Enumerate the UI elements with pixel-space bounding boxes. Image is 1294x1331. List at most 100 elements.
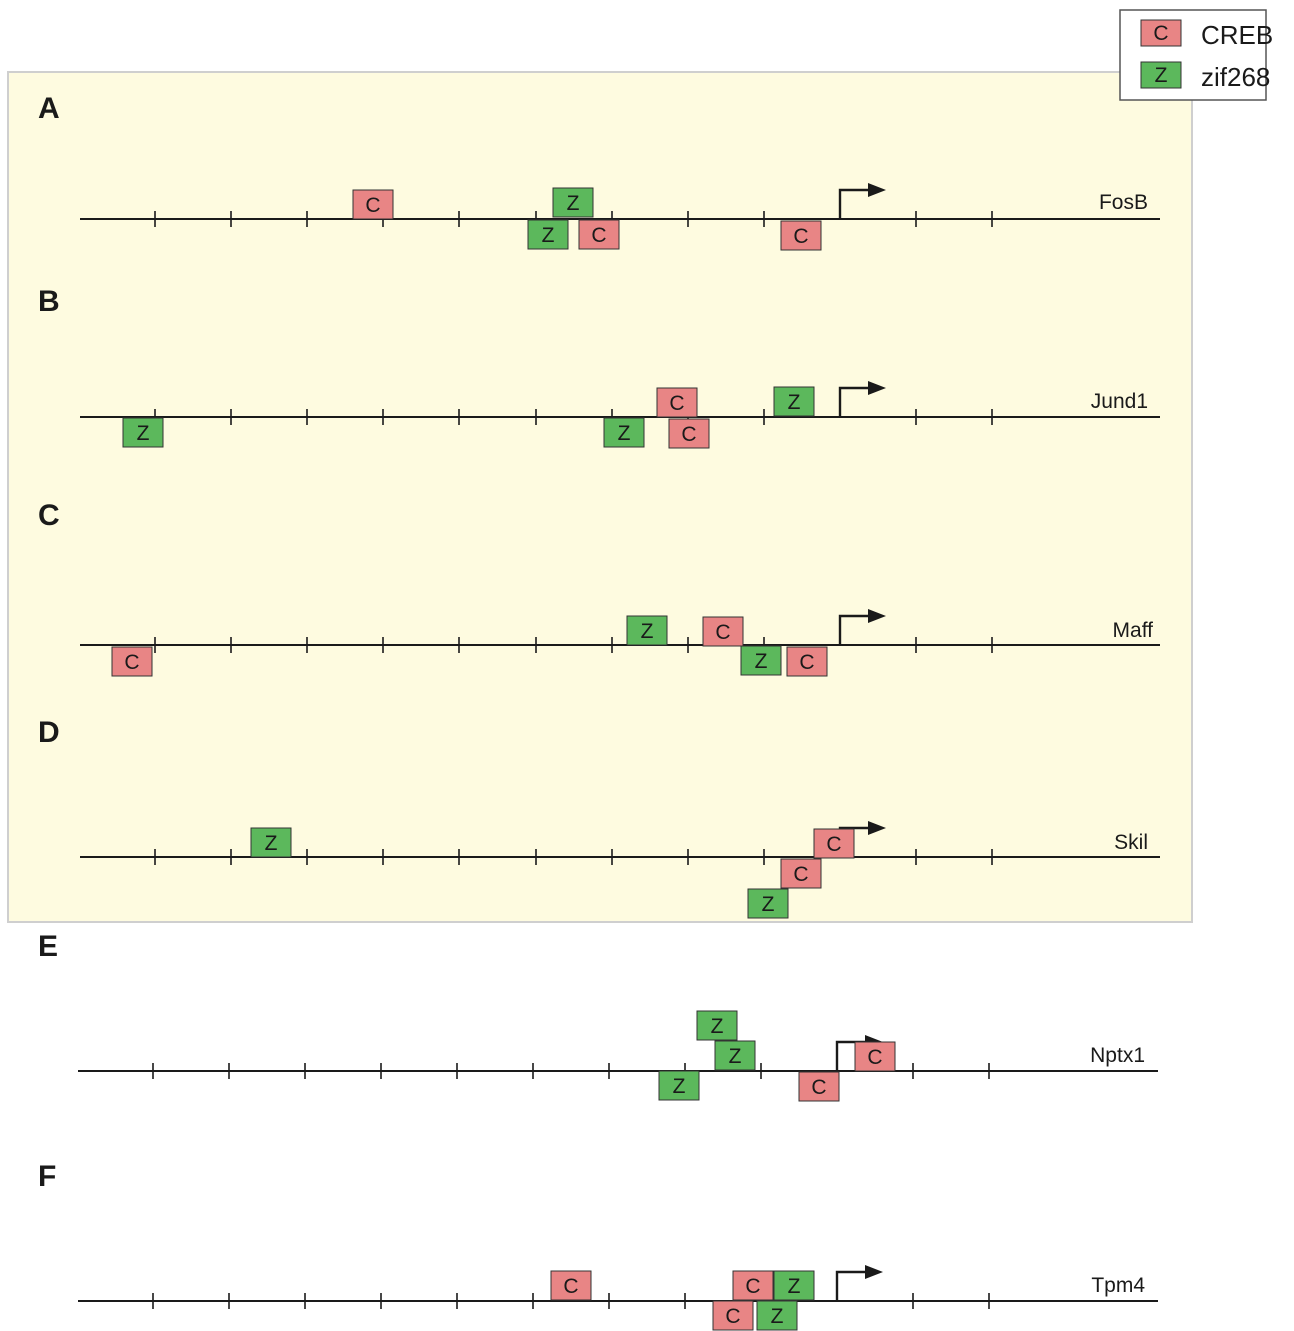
tss-arrowhead-icon [868, 183, 886, 197]
panel-letter: E [38, 930, 58, 963]
gene-label: Tpm4 [1091, 1274, 1145, 1297]
panel-letter: D [38, 716, 60, 749]
zif268-site: Z [696, 1010, 738, 1041]
site-symbol: C [826, 833, 841, 856]
zif268-site-box [658, 1070, 700, 1101]
creb-site: C [798, 1071, 840, 1102]
creb-site-box [578, 219, 620, 250]
site-symbol: C [669, 392, 684, 415]
creb-site-box [780, 220, 822, 251]
creb-site: C [352, 189, 394, 220]
creb-site-box [111, 646, 153, 677]
legend-zif268-swatch [1140, 61, 1182, 89]
site-symbol: Z [788, 391, 801, 414]
creb-site-box [656, 387, 698, 418]
zif268-site: Z [747, 888, 789, 919]
site-symbol: C [793, 863, 808, 886]
zif268-site: Z [773, 386, 815, 417]
site-symbol: Z [762, 893, 775, 916]
zif268-site-box [250, 827, 292, 858]
site-symbol: Z [137, 422, 150, 445]
legend-zif268-label: zif268 [1201, 62, 1270, 92]
tss-arrow-icon [838, 188, 870, 219]
gene-label: Maff [1113, 619, 1154, 642]
creb-site-box [780, 858, 822, 889]
zif268-site-box [696, 1010, 738, 1041]
site-symbol: C [681, 423, 696, 446]
zif268-site-box [603, 417, 645, 448]
panel-letter: A [38, 92, 60, 125]
site-symbol: C [793, 225, 808, 248]
zif268-site: Z [603, 417, 645, 448]
tss-arrowhead-icon [868, 821, 886, 835]
zif268-site: Z [756, 1300, 798, 1331]
creb-site-box [668, 418, 710, 449]
site-symbol: C [745, 1275, 760, 1298]
creb-site: C [712, 1300, 754, 1331]
creb-site: C [854, 1041, 896, 1072]
site-symbol: Z [542, 224, 555, 247]
tss-arrow-icon [838, 614, 870, 645]
site-symbol: Z [788, 1275, 801, 1298]
legend-creb-label: CREB [1201, 20, 1273, 50]
site-symbol: C [591, 224, 606, 247]
legend-creb-symbol: C [1153, 22, 1168, 45]
zif268-site: Z [626, 615, 668, 646]
legend-zif268-symbol: Z [1155, 64, 1168, 87]
zif268-site-box [626, 615, 668, 646]
site-symbol: C [725, 1305, 740, 1328]
creb-site: C [780, 220, 822, 251]
site-symbol: C [715, 621, 730, 644]
creb-site: C [668, 418, 710, 449]
site-symbol: C [811, 1076, 826, 1099]
zif268-site-box [773, 1270, 815, 1301]
creb-site: C [656, 387, 698, 418]
gene-label: FosB [1099, 191, 1148, 214]
legend: C CREB Z zif268 [1119, 9, 1273, 101]
tss-arrowhead-icon [865, 1265, 883, 1279]
panel-letter: C [38, 499, 60, 532]
zif268-site: Z [714, 1040, 756, 1071]
site-symbol: Z [673, 1075, 686, 1098]
creb-site-box [732, 1270, 774, 1301]
zif268-site: Z [527, 219, 569, 250]
gene-label: Jund1 [1091, 390, 1148, 413]
zif268-site: Z [740, 645, 782, 676]
zif268-site: Z [552, 187, 594, 218]
zif268-site: Z [773, 1270, 815, 1301]
site-symbol: Z [641, 620, 654, 643]
site-symbol: Z [729, 1045, 742, 1068]
creb-site-box [786, 646, 828, 677]
tss-arrowhead-icon [868, 609, 886, 623]
creb-site-box [550, 1270, 592, 1301]
site-symbol: Z [711, 1015, 724, 1038]
site-symbol: C [867, 1046, 882, 1069]
site-symbol: Z [771, 1305, 784, 1328]
panel-c: C Maff C Z C Z C [38, 499, 1160, 677]
creb-site: C [732, 1270, 774, 1301]
site-symbol: C [563, 1275, 578, 1298]
creb-site: C [111, 646, 153, 677]
tss-arrow-icon [835, 1270, 867, 1301]
tss-arrowhead-icon [868, 381, 886, 395]
legend-creb-swatch [1140, 19, 1182, 47]
zif268-site-box [122, 417, 164, 448]
creb-site: C [786, 646, 828, 677]
creb-site: C [550, 1270, 592, 1301]
highlight-region [7, 71, 1193, 923]
site-symbol: C [365, 194, 380, 217]
creb-site: C [813, 828, 855, 859]
zif268-site: Z [250, 827, 292, 858]
zif268-site-box [714, 1040, 756, 1071]
creb-site-box [712, 1300, 754, 1331]
panel-b: B Jund1 Z Z CC Z [38, 285, 1160, 449]
creb-site-box [798, 1071, 840, 1102]
creb-site-box [813, 828, 855, 859]
gene-label: Nptx1 [1090, 1044, 1145, 1067]
site-symbol: Z [755, 650, 768, 673]
